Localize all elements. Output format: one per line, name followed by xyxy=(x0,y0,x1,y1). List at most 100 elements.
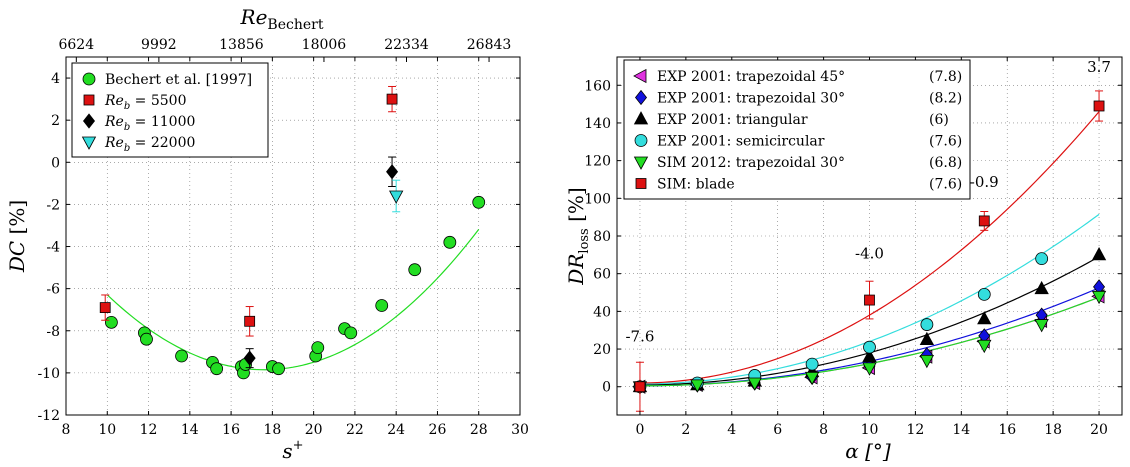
y-tick-label: 40 xyxy=(593,304,611,320)
ticks-left: 8 10 12 14 16 18 20 22 24 26 28 30-12-10-8-6-4-2024… xyxy=(37,37,528,438)
y-tick-label: -6 xyxy=(46,282,60,298)
data-point xyxy=(472,195,486,209)
legend-label: EXP 2001: triangular xyxy=(657,112,808,128)
data-point xyxy=(1035,252,1049,266)
plot-frame-left xyxy=(65,56,521,416)
x-tick-label: 20 xyxy=(305,422,323,438)
annotation-label: -7.6 xyxy=(625,328,654,346)
data-point xyxy=(864,294,875,306)
marks-right xyxy=(632,90,1107,412)
x-tick-label: 18 xyxy=(263,422,281,438)
fit-curves-left xyxy=(106,229,480,371)
x-tick-label: 10 xyxy=(861,422,879,438)
data-point xyxy=(1091,247,1107,261)
y-tick-label: 0 xyxy=(602,380,611,396)
x-tick-label: 0 xyxy=(635,422,644,438)
legend-right: EXP 2001: trapezoidal 45° (7.8) EXP 2001: … xyxy=(623,59,971,200)
x-tick-label: 26 xyxy=(429,422,447,438)
x-tick-label: 8 xyxy=(819,422,828,438)
data-point xyxy=(272,362,285,376)
x-tick-label: 14 xyxy=(952,422,970,438)
data-point xyxy=(977,311,992,325)
x-tick-label: 30 xyxy=(511,422,529,438)
data-point xyxy=(634,381,646,393)
data-point xyxy=(375,299,389,312)
x-tick-label: 18 xyxy=(1044,422,1062,438)
x-tick-label: 20 xyxy=(1090,422,1108,438)
y-axis-label-left: DC [%] xyxy=(5,200,29,273)
x-axis-label-left: s+ xyxy=(282,438,303,463)
y-axis-label-right: DRloss [%] xyxy=(564,187,592,285)
data-point xyxy=(920,318,934,331)
legend-value: (7.6) xyxy=(929,134,962,150)
legend-label: SIM 2012: trapezoidal 30° xyxy=(657,155,845,171)
data-point xyxy=(105,315,118,329)
y-tick-label: -12 xyxy=(37,408,60,424)
y-tick-label: 160 xyxy=(584,78,611,94)
data-point xyxy=(690,379,705,393)
data-point xyxy=(408,263,422,277)
legend-marker xyxy=(633,68,647,84)
x-tick-label: 6 xyxy=(773,422,782,438)
y-tick-label: -8 xyxy=(46,324,60,340)
x-tick-label: 22 xyxy=(346,422,364,438)
data-point xyxy=(99,302,111,314)
data-point xyxy=(977,339,992,354)
y-tick-label: 20 xyxy=(593,342,611,358)
x-tick-label: 16 xyxy=(998,422,1016,438)
legend-value: (7.6) xyxy=(929,177,962,193)
x-tick-label: 4 xyxy=(727,422,736,438)
data-point xyxy=(747,377,762,391)
data-point xyxy=(386,93,398,105)
top-tick-label: 18006 xyxy=(302,37,347,53)
data-point xyxy=(175,349,188,363)
data-point xyxy=(919,331,935,346)
x-tick-label: 12 xyxy=(906,422,924,438)
x-tick-label: 16 xyxy=(222,422,240,438)
legend-value: (8.2) xyxy=(929,91,962,107)
top-tick-label: 9992 xyxy=(141,37,177,53)
x-tick-label: 8 xyxy=(62,422,71,438)
legend-label: Bechert et al. [1997] xyxy=(105,72,252,88)
data-point xyxy=(977,288,991,301)
data-point xyxy=(978,215,990,227)
y-tick-label: 120 xyxy=(584,154,611,170)
legend-label: Reb = 22000 xyxy=(104,135,195,154)
legend-value: (7.8) xyxy=(929,69,962,85)
x-tick-label: 24 xyxy=(387,422,405,438)
data-point xyxy=(386,164,399,180)
data-point xyxy=(311,341,325,355)
x-tick-label: 14 xyxy=(181,422,199,438)
chart-left: 8 10 12 14 16 18 20 22 24 26 28 30-12-10-8-6-4-2024… xyxy=(5,5,529,463)
x-tick-label: 12 xyxy=(140,422,158,438)
legend-box xyxy=(71,62,269,158)
top-tick-label: 13856 xyxy=(219,37,264,53)
top-tick-label: 26843 xyxy=(467,37,512,53)
legend-value: (6) xyxy=(929,112,949,128)
legend-marker xyxy=(83,94,95,106)
y-tick-label: 80 xyxy=(593,229,611,245)
data-point xyxy=(862,348,877,362)
data-point xyxy=(805,357,819,371)
data-point xyxy=(210,362,224,376)
data-point xyxy=(244,315,256,327)
data-point xyxy=(1093,100,1105,112)
annotation-label: -0.9 xyxy=(970,173,999,191)
top-axis-label: ReBechert xyxy=(240,5,324,33)
y-tick-label: 140 xyxy=(584,116,611,132)
y-tick-label: -4 xyxy=(46,240,60,256)
chart-right: 0 2 4 6 8 10 12 14 16 18 20 0 20 40 60 80 100 120 140 160 -… xyxy=(564,56,1123,463)
legend-marker xyxy=(82,72,96,86)
data-point xyxy=(862,362,877,376)
data-point xyxy=(863,340,876,354)
x-tick-label: 28 xyxy=(470,422,488,438)
y-tick-label: 4 xyxy=(51,71,60,87)
data-point xyxy=(919,354,935,369)
legend-label: EXP 2001: semicircular xyxy=(657,134,825,150)
x-tick-label: 10 xyxy=(98,422,116,438)
legend-label: Reb = 5500 xyxy=(104,93,187,112)
legend-marker xyxy=(81,136,97,150)
annotation-label: 3.7 xyxy=(1087,58,1111,76)
top-tick-label: 6624 xyxy=(58,37,94,53)
